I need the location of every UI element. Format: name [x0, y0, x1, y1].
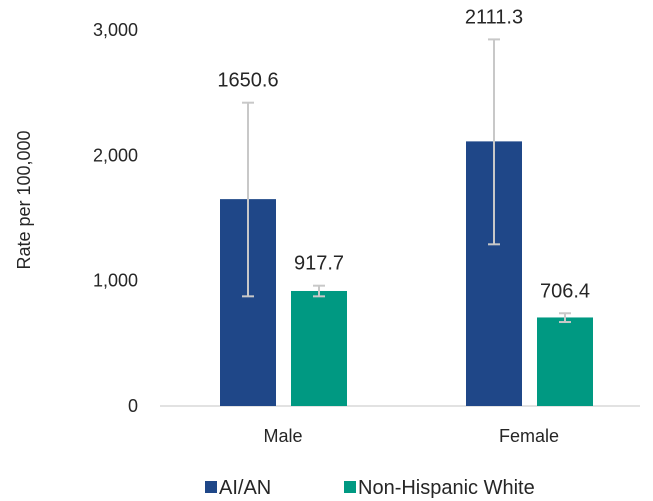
data-label: 2111.3 [465, 6, 523, 28]
bar-1-1 [537, 317, 593, 406]
legend-swatch [344, 481, 356, 493]
bars [220, 141, 593, 406]
y-axis-ticks: 0 1,000 2,000 3,000 [93, 20, 138, 416]
legend-label: Non-Hispanic White [358, 477, 535, 499]
data-label: 706.4 [540, 280, 590, 302]
y-axis-label: Rate per 100,000 [14, 130, 34, 269]
data-label: 917.7 [294, 253, 344, 275]
y-tick-label: 2,000 [93, 145, 138, 165]
y-tick-label: 1,000 [93, 271, 138, 291]
legend-swatch [205, 481, 217, 493]
category-label: Male [263, 426, 302, 446]
category-label: Female [499, 426, 559, 446]
bar-1-0 [291, 290, 347, 406]
y-tick-label: 3,000 [93, 20, 138, 40]
category-labels: Male Female [263, 426, 559, 446]
data-label: 1650.6 [217, 70, 278, 92]
y-tick-label: 0 [128, 396, 138, 416]
legend-label: AI/AN [219, 477, 271, 499]
legend: AI/AN Non-Hispanic White [205, 477, 535, 499]
error-bars [242, 38, 571, 324]
data-labels: 1650.6 2111.3 917.7 706.4 [217, 6, 590, 302]
